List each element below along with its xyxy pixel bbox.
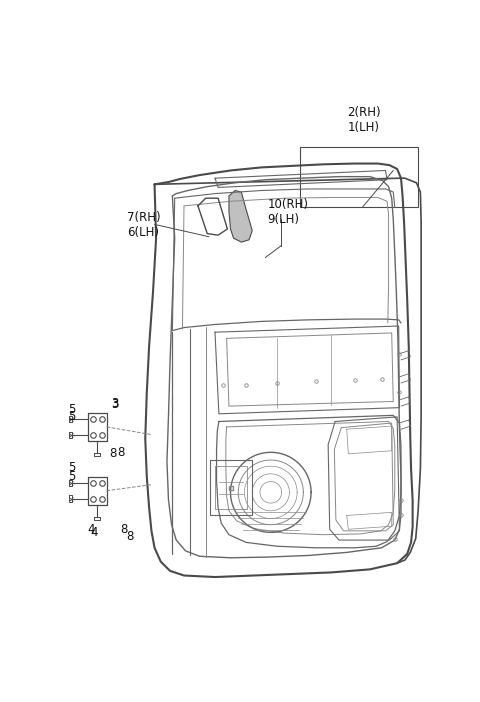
Text: 4: 4 xyxy=(87,523,95,536)
Text: 10(RH)
9(LH): 10(RH) 9(LH) xyxy=(268,198,309,226)
Text: 3: 3 xyxy=(111,398,119,411)
Text: 7(RH)
6(LH): 7(RH) 6(LH) xyxy=(127,211,160,239)
Text: 4: 4 xyxy=(90,526,98,539)
Text: 8: 8 xyxy=(120,523,127,536)
Text: 8: 8 xyxy=(109,447,116,461)
Text: 5: 5 xyxy=(68,403,75,416)
Text: 3: 3 xyxy=(111,397,119,410)
Text: 2(RH)
1(LH): 2(RH) 1(LH) xyxy=(347,106,381,134)
Text: 5: 5 xyxy=(68,411,75,423)
Text: 8: 8 xyxy=(126,531,133,543)
Polygon shape xyxy=(229,190,252,242)
Text: 5: 5 xyxy=(68,470,75,484)
Bar xyxy=(300,147,418,207)
Text: 5: 5 xyxy=(68,461,75,474)
Text: 8: 8 xyxy=(117,446,124,459)
